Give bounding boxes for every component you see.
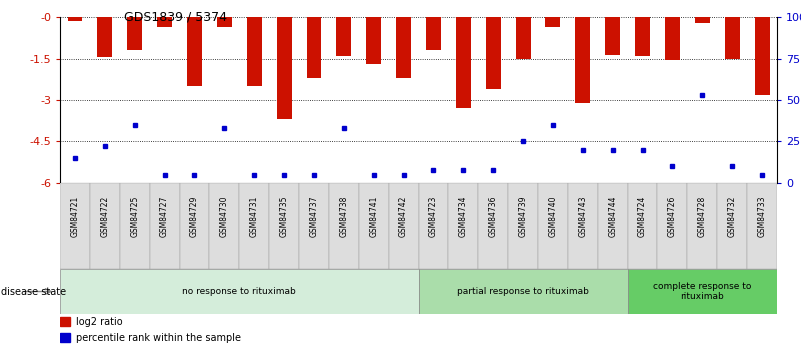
Bar xyxy=(247,17,262,86)
Bar xyxy=(187,17,202,86)
Bar xyxy=(90,183,120,269)
Bar xyxy=(687,183,717,269)
Bar xyxy=(269,183,299,269)
Bar xyxy=(418,269,628,314)
Bar xyxy=(329,183,359,269)
Text: GSM84733: GSM84733 xyxy=(758,196,767,237)
Text: GSM84738: GSM84738 xyxy=(340,196,348,237)
Bar xyxy=(545,17,561,27)
Text: GSM84735: GSM84735 xyxy=(280,196,288,237)
Text: log2 ratio: log2 ratio xyxy=(76,317,123,327)
Text: GSM84722: GSM84722 xyxy=(100,196,110,237)
Bar xyxy=(388,183,418,269)
Bar xyxy=(516,17,530,59)
Bar xyxy=(157,17,172,27)
Bar xyxy=(366,17,381,64)
Bar xyxy=(336,17,352,56)
Bar xyxy=(755,17,770,95)
Text: disease state: disease state xyxy=(1,287,66,296)
Bar xyxy=(717,183,747,269)
Text: GSM84726: GSM84726 xyxy=(668,196,677,237)
Bar xyxy=(217,17,231,27)
Bar xyxy=(456,17,471,108)
Bar xyxy=(307,17,321,78)
Bar xyxy=(60,183,90,269)
Text: GSM84729: GSM84729 xyxy=(190,196,199,237)
Bar xyxy=(60,269,418,314)
Text: GSM84727: GSM84727 xyxy=(160,196,169,237)
Bar xyxy=(150,183,179,269)
Bar xyxy=(478,183,508,269)
Text: GSM84728: GSM84728 xyxy=(698,196,706,237)
Text: GSM84741: GSM84741 xyxy=(369,196,378,237)
Text: GSM84725: GSM84725 xyxy=(131,196,139,237)
Text: GSM84723: GSM84723 xyxy=(429,196,438,237)
Bar xyxy=(449,183,478,269)
Bar xyxy=(127,17,143,50)
Text: percentile rank within the sample: percentile rank within the sample xyxy=(76,333,241,343)
Bar xyxy=(538,183,568,269)
Bar xyxy=(426,17,441,50)
Bar xyxy=(508,183,538,269)
Bar xyxy=(694,17,710,23)
Bar xyxy=(359,183,388,269)
Bar xyxy=(418,183,449,269)
Bar xyxy=(575,17,590,103)
Bar xyxy=(568,183,598,269)
Text: GDS1839 / 5374: GDS1839 / 5374 xyxy=(124,10,227,23)
Bar xyxy=(60,317,70,326)
Bar xyxy=(60,333,70,342)
Text: partial response to rituximab: partial response to rituximab xyxy=(457,287,589,296)
Bar xyxy=(239,183,269,269)
Bar xyxy=(209,183,239,269)
Text: GSM84739: GSM84739 xyxy=(518,196,528,237)
Text: GSM84730: GSM84730 xyxy=(219,196,229,237)
Bar xyxy=(598,183,628,269)
Text: GSM84743: GSM84743 xyxy=(578,196,587,237)
Bar xyxy=(276,17,292,119)
Bar xyxy=(299,183,329,269)
Bar xyxy=(606,17,620,55)
Text: GSM84744: GSM84744 xyxy=(608,196,618,237)
Text: complete response to
rituximab: complete response to rituximab xyxy=(653,282,751,301)
Text: GSM84731: GSM84731 xyxy=(250,196,259,237)
Text: GSM84721: GSM84721 xyxy=(70,196,79,237)
Text: GSM84737: GSM84737 xyxy=(309,196,319,237)
Bar xyxy=(725,17,739,59)
Bar xyxy=(658,183,687,269)
Text: GSM84740: GSM84740 xyxy=(549,196,557,237)
Text: GSM84732: GSM84732 xyxy=(727,196,737,237)
Bar xyxy=(179,183,209,269)
Bar xyxy=(67,17,83,21)
Bar xyxy=(628,183,658,269)
Text: GSM84734: GSM84734 xyxy=(459,196,468,237)
Text: GSM84742: GSM84742 xyxy=(399,196,408,237)
Bar xyxy=(120,183,150,269)
Bar xyxy=(485,17,501,89)
Bar xyxy=(635,17,650,56)
Bar xyxy=(747,183,777,269)
Bar xyxy=(628,269,777,314)
Bar xyxy=(665,17,680,60)
Text: no response to rituximab: no response to rituximab xyxy=(183,287,296,296)
Bar xyxy=(98,17,112,57)
Text: GSM84724: GSM84724 xyxy=(638,196,647,237)
Bar xyxy=(396,17,411,78)
Text: GSM84736: GSM84736 xyxy=(489,196,497,237)
